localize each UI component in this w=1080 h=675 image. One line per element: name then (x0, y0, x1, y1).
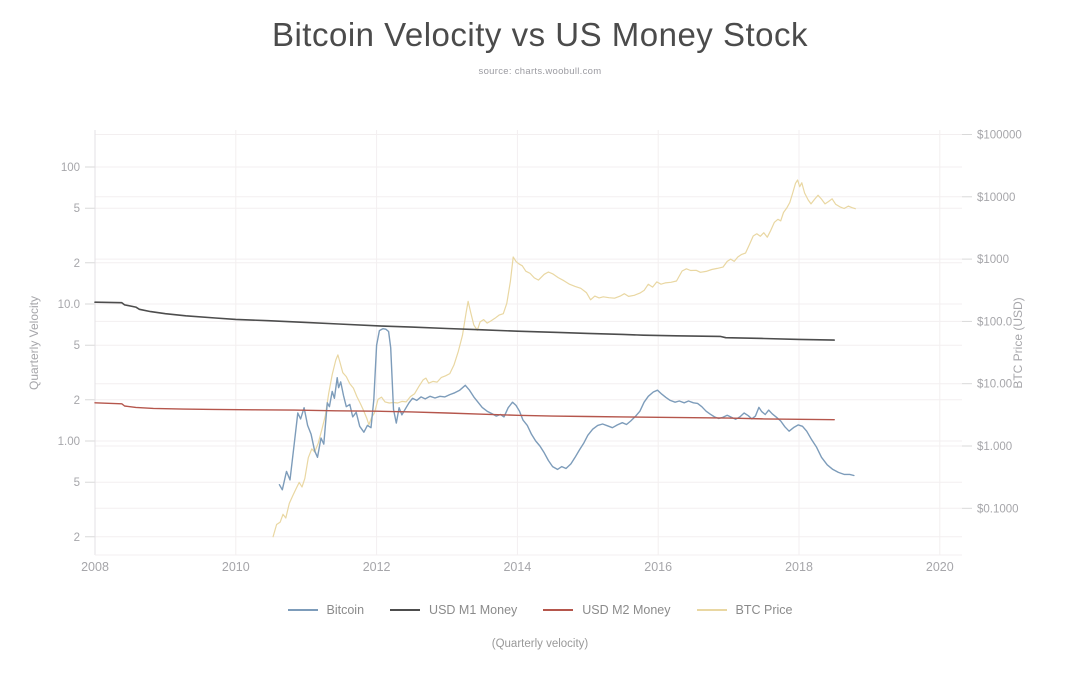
right-axis-tick-label: $100.0 (977, 316, 1012, 328)
chart-title: Bitcoin Velocity vs US Money Stock (271, 16, 809, 53)
legend-swatch-bitcoin (287, 609, 318, 611)
x-axis-tick-label: 2010 (222, 560, 250, 574)
legend-swatch-m2 (543, 609, 574, 611)
legend-swatch-m1 (390, 609, 421, 611)
chart-source: source: charts.woobull.com (478, 66, 602, 77)
right-axis-tick-label: $1.000 (977, 441, 1012, 453)
series-line-m1 (94, 301, 835, 341)
series-line-btc_price (272, 179, 856, 538)
right-axis-tick-label: $1000 (977, 254, 1009, 266)
left-axis-tick-label: 1.00 (58, 436, 80, 448)
legend-item-btc_price[interactable]: BTC Price (696, 603, 793, 617)
right-axis-tick-label: $0.1000 (977, 503, 1019, 515)
left-axis-tick-label: 5 (74, 477, 80, 489)
legend-item-m2[interactable]: USD M2 Money (543, 603, 671, 617)
legend-label-m1: USD M1 Money (429, 603, 518, 617)
left-axis-tick-label: 2 (74, 258, 80, 270)
left-axis-tick-label: 5 (74, 340, 80, 352)
right-axis-tick-label: $100000 (977, 130, 1022, 142)
left-axis-tick-label: 5 (74, 203, 80, 215)
series-line-bitcoin (278, 328, 855, 491)
x-axis-tick-label: 2016 (644, 560, 672, 574)
legend-item-m1[interactable]: USD M1 Money (390, 603, 517, 617)
legend-label-btc_price: BTC Price (735, 603, 793, 617)
legend-item-bitcoin[interactable]: Bitcoin (287, 603, 365, 617)
x-axis-tick-label: 2020 (926, 560, 954, 574)
left-axis-tick-label: 10.0 (58, 299, 80, 311)
right-axis-tick-label: $10.00 (977, 379, 1012, 391)
legend-label-bitcoin: Bitcoin (326, 603, 365, 617)
x-axis-tick-label: 2008 (81, 560, 109, 574)
x-axis-tick-label: 2012 (363, 560, 391, 574)
chart-caption: (Quarterly velocity) (491, 638, 589, 650)
series-line-m2 (94, 402, 835, 421)
left-axis-tick-label: 100 (61, 162, 80, 174)
left-axis-title: Quarterly Velocity (27, 296, 41, 390)
left-axis-tick-label: 2 (74, 532, 80, 544)
x-axis-tick-label: 2018 (785, 560, 813, 574)
x-axis-tick-label: 2014 (503, 560, 531, 574)
legend-swatch-btc_price (696, 609, 727, 611)
legend-label-m2: USD M2 Money (582, 603, 671, 617)
left-axis-tick-label: 2 (74, 395, 80, 407)
legend: Bitcoin USD M1 Money USD M2 Money BTC Price (0, 600, 1080, 620)
right-axis-title: BTC Price (USD) (1011, 297, 1025, 388)
right-axis-tick-label: $10000 (977, 192, 1015, 204)
